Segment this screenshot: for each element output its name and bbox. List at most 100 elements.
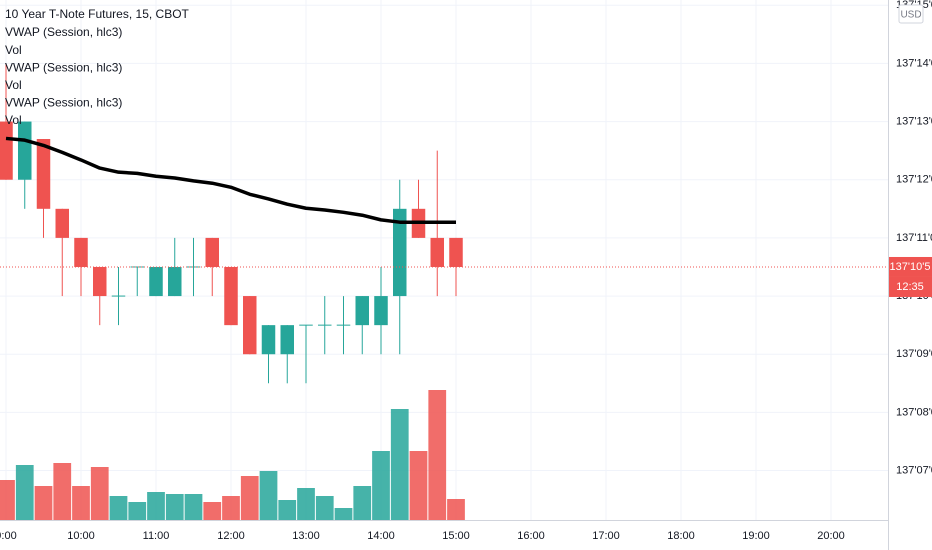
currency: USD [900,10,921,21]
volume-bar [409,451,428,520]
volume-bar [184,494,203,520]
legend-item: Vol [5,78,22,92]
volume-bar [53,463,72,520]
x-tick-label: 11:00 [143,530,170,542]
volume-bar [447,499,465,520]
x-tick-label: 17:00 [592,530,620,542]
x-tick-label: 13:00 [292,530,320,542]
candle-body [36,139,51,209]
candle-body [430,237,444,267]
volume-bar [34,486,53,520]
candle-body [111,295,126,297]
candle [243,296,257,355]
candle-body [205,237,219,267]
y-tick-label: 137'08'0 [896,406,932,418]
volume-bar [278,500,297,520]
candle [224,266,238,326]
legend-item: VWAP (Session, hlc3) [5,96,122,110]
candle-body [55,208,69,238]
y-tick-label: 137'07'0 [896,464,932,476]
candle [318,296,332,355]
candle-body [336,324,351,326]
candle-body [149,266,163,297]
y-tick-label: 137'14'0 [896,57,932,69]
candle-body [186,266,201,268]
volume-bar [128,502,147,520]
x-tick-label: 12:00 [217,530,245,542]
candle [36,139,51,238]
candle [186,237,201,297]
candle-body [261,325,276,355]
time-axis-bg [0,520,888,550]
candle-body [243,296,257,355]
volume-bar [222,496,240,520]
volume-bar [90,467,109,520]
volume-bar [240,476,259,520]
candle-body [74,237,88,267]
volume-bar [0,480,15,520]
volume-bar [109,496,128,520]
volume-bar [428,390,447,520]
candle [130,266,144,297]
volume-bar [259,471,278,520]
legend-item: VWAP (Session, hlc3) [5,25,122,39]
candle-body [224,266,238,326]
volume-bar [72,486,90,520]
candle [205,237,219,297]
candle [336,296,351,355]
candle-body [168,266,182,297]
countdown: 12:35 [896,281,924,293]
candle-body [130,266,144,268]
volume-bar [147,492,165,520]
candle [280,325,294,384]
volume-bar [372,451,390,520]
x-tick-label: 15:00 [442,530,470,542]
y-tick-label: 137'13'0 [896,115,932,127]
candle-body [355,296,369,326]
candle [355,296,369,355]
y-tick-label: 137'12'0 [896,174,932,186]
legend-item: Vol [5,113,22,127]
candle-body [18,121,32,180]
candle [0,63,13,180]
legend-item: VWAP (Session, hlc3) [5,60,122,74]
volume-bar [315,496,334,520]
countdown-box [889,276,932,297]
candle [55,208,69,297]
last-price-label: 137'10'5 [890,261,931,273]
x-tick-label: 18:00 [667,530,695,542]
currency-badge [898,4,924,24]
candle-body [93,266,107,297]
x-tick-label: 20:00 [817,530,845,542]
chart-title: 10 Year T-Note Futures, 15, CBOT [5,7,190,21]
x-tick-label: 14:00 [367,530,395,542]
candle-body [374,296,388,326]
legend-item: Vol [5,43,22,57]
candle [411,179,426,238]
x-tick-label: 9:00 [0,530,17,542]
volume-bar [203,502,222,520]
candle-body [0,121,13,180]
candle [149,266,163,297]
x-tick-label: 16:00 [517,530,545,542]
candle-body [318,324,332,326]
candle-body [449,237,463,267]
last-price-box [889,256,932,277]
candle [261,325,276,384]
candle-body [393,208,407,297]
vwap-line [5,136,456,224]
volume-bar [353,486,372,520]
candle-body [280,325,294,355]
volume-bar [334,508,353,520]
volume-bar [297,488,315,520]
volume-bar [15,465,34,520]
candle [111,266,126,326]
volume-bar [165,494,184,520]
y-tick-label: 137'11'0 [896,232,932,244]
candle [18,121,32,209]
candle [93,266,107,326]
candle [374,266,388,355]
candle [299,324,313,384]
